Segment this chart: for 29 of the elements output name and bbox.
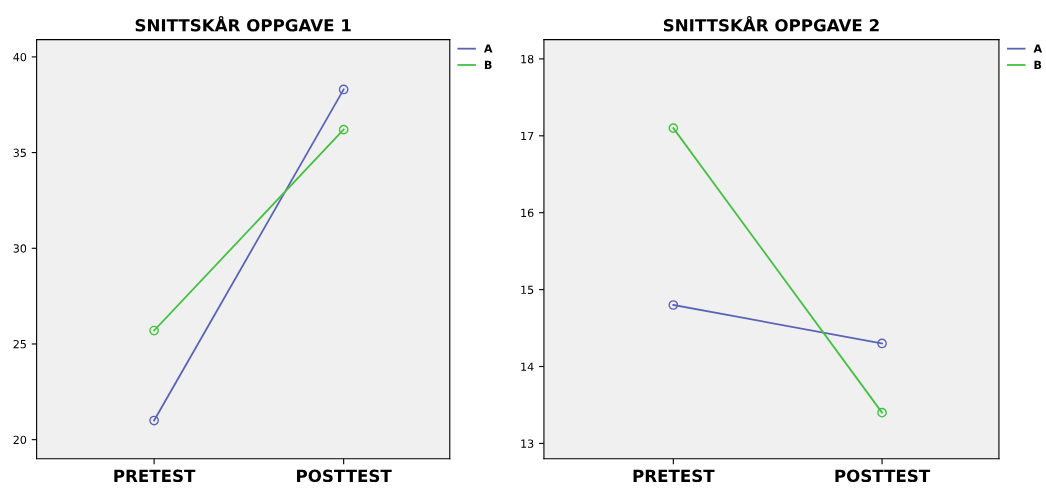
point [877,407,887,418]
legend-label: B [1034,60,1042,69]
y-tick-label: 15 [521,285,534,294]
y-tick-label: 14 [521,362,534,371]
y-tick-label: 30 [13,244,27,253]
point [149,415,159,426]
y-tick-label: 16 [521,208,534,218]
y-tick-label: 13 [521,439,534,448]
legend-label: A [483,44,493,53]
y-tick-label: 20 [13,435,27,445]
chart-title: SNITTSKÅR OPPGAVE 1 [135,15,351,32]
point [149,325,159,336]
y-tick-label: 40 [13,52,27,62]
x-tick-label: POSTTEST [835,469,931,483]
legend-label: A [1033,44,1043,53]
chart-title: SNITTSKÅR OPPGAVE 2 [663,15,879,32]
point [338,84,349,95]
x-tick-label: PRETEST [633,469,715,483]
point [668,300,679,310]
point [877,338,887,349]
x-tick-label: POSTTEST [297,469,392,483]
y-tick-label: 18 [521,54,534,64]
point [338,124,349,135]
y-tick-label: 35 [13,148,26,157]
y-tick-label: 17 [521,131,534,141]
point [668,123,679,133]
y-tick-label: 25 [13,339,26,349]
legend-label: B [484,60,492,69]
x-tick-label: PRETEST [114,469,196,483]
